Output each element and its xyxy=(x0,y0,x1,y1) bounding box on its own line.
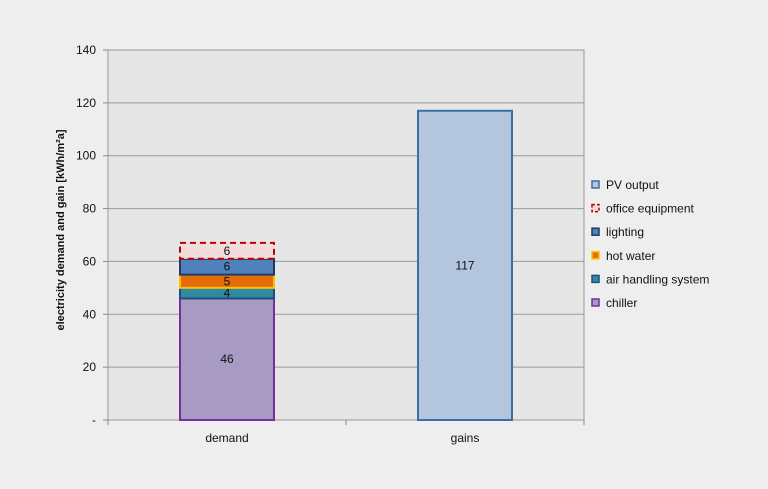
data-label: 46 xyxy=(220,352,234,366)
legend-swatch xyxy=(591,251,600,260)
data-label: 5 xyxy=(224,274,231,288)
y-tick-label: 120 xyxy=(76,96,96,110)
y-axis: - 20 40 60 80 100 120 140 xyxy=(76,43,108,427)
x-tick-label: demand xyxy=(205,431,248,445)
legend-swatch xyxy=(591,227,600,236)
y-tick-label: 40 xyxy=(83,307,97,321)
y-tick-label: 60 xyxy=(83,254,97,268)
legend-swatch xyxy=(591,274,600,284)
bar-segment-pv-output xyxy=(417,109,513,422)
y-axis-label: electricity demand and gain [kWh/m²a] xyxy=(55,129,67,330)
legend-label: lighting xyxy=(606,225,644,239)
legend-swatch xyxy=(591,180,600,189)
y-tick-label: 20 xyxy=(83,360,97,374)
legend-swatch xyxy=(591,298,600,307)
legend-swatch xyxy=(591,203,600,213)
legend: PV output office equipment lighting hot wat… xyxy=(591,178,709,310)
y-tick-label: - xyxy=(92,413,96,427)
data-label: 117 xyxy=(455,258,474,272)
legend-label: office equipment xyxy=(606,202,695,216)
data-label: 4 xyxy=(224,286,231,300)
y-tick-label: 80 xyxy=(83,202,97,216)
bar-segment-office-equipment xyxy=(179,241,275,260)
data-label: 6 xyxy=(224,260,231,274)
legend-label: PV output xyxy=(606,178,659,192)
legend-label: hot water xyxy=(606,249,655,263)
x-tick-label: gains xyxy=(451,431,480,445)
legend-label: chiller xyxy=(606,296,637,310)
data-label: 6 xyxy=(224,244,231,258)
x-axis: demand gains xyxy=(107,420,585,445)
y-tick-label: 100 xyxy=(76,149,96,163)
y-tick-label: 140 xyxy=(76,43,96,57)
legend-label: air handling system xyxy=(606,272,709,286)
